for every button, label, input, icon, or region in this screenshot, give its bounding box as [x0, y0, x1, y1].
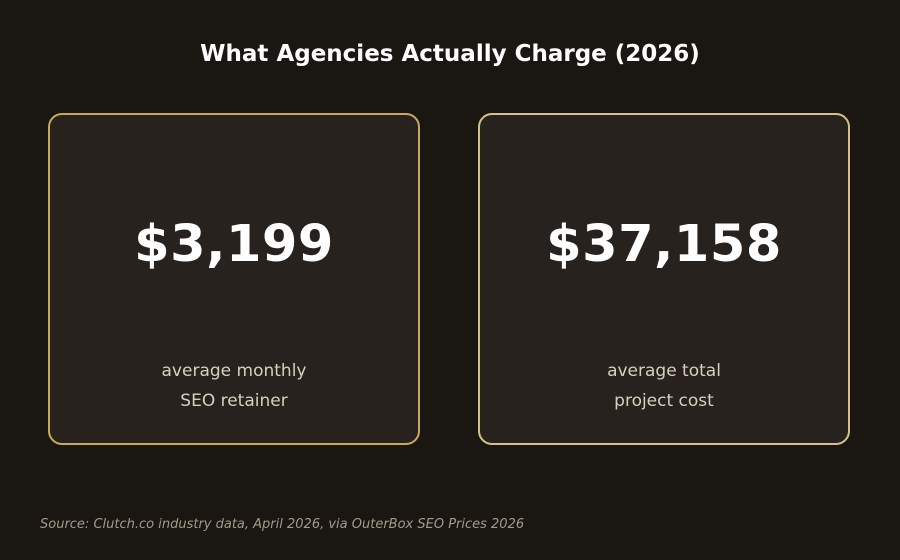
stat-label-line: project cost [614, 391, 714, 411]
stat-card-project-cost: $37,158 average total project cost [478, 113, 850, 445]
stat-label-line: average total [607, 361, 721, 381]
source-note: Source: Clutch.co industry data, April 2… [40, 517, 525, 532]
stat-value: $37,158 [546, 215, 782, 274]
stat-label-line: SEO retainer [180, 391, 288, 411]
stat-value: $3,199 [134, 215, 334, 274]
stat-card-monthly-retainer: $3,199 average monthly SEO retainer [48, 113, 420, 445]
stat-label-line: average monthly [161, 361, 307, 381]
page-title: What Agencies Actually Charge (2026) [200, 41, 700, 67]
stat-label: average total project cost [480, 356, 848, 416]
stat-label: average monthly SEO retainer [50, 356, 418, 416]
